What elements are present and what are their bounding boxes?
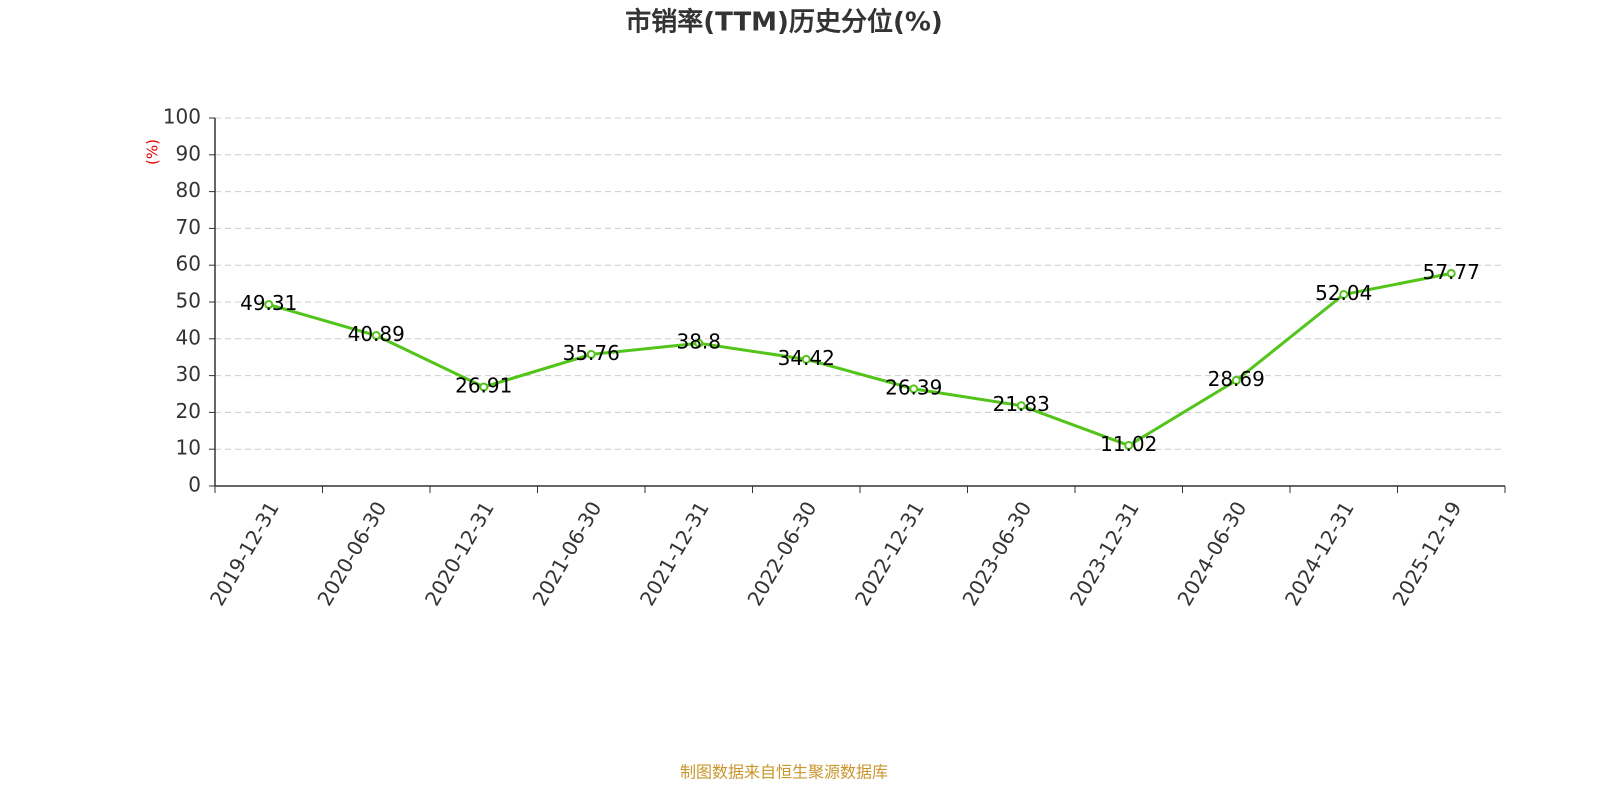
x-tick-label: 2025-12-19 [1387,497,1466,610]
data-label: 26.39 [885,375,942,399]
data-label: 40.89 [348,322,405,346]
point [264,300,274,310]
y-tick-label: 30 [176,362,201,386]
point [1446,268,1456,278]
x-tick-label: 2020-06-30 [312,497,391,610]
y-tick-label: 90 [176,141,201,165]
y-tick-label: 40 [176,325,201,349]
x-tick-label: 2024-06-30 [1172,497,1251,610]
data-label: 21.83 [993,392,1050,416]
y-tick-label: 20 [176,399,201,423]
chart-title: 市销率(TTM)历史分位(%) [625,7,943,38]
data-label: 34.42 [778,346,835,370]
point [1016,401,1026,411]
point [371,331,381,341]
x-tick-label: 2021-06-30 [527,497,606,610]
x-tick-label: 2023-12-31 [1065,497,1144,610]
footer: 制图数据来自恒生聚源数据库 [680,763,888,782]
data-label: 38.8 [676,330,721,354]
x-tick-label: 2022-12-31 [850,497,929,610]
y-tick-label: 10 [176,436,201,460]
y-tick-label: 50 [176,289,201,313]
data-label: 26.91 [455,373,512,397]
y-tick-label: 80 [176,178,201,202]
x-tick-label: 2024-12-31 [1280,497,1359,610]
x-tick-label: 2020-12-31 [420,497,499,610]
x-tick-label: 2021-12-31 [635,497,714,610]
y-axis-label: (%) [144,139,162,165]
data-label: 35.76 [563,341,620,365]
x-tick-label: 2022-06-30 [742,497,821,610]
point [1124,440,1134,450]
point [801,354,811,364]
data-label: 52.04 [1315,281,1372,305]
line [268,271,1452,448]
data-label: 57.77 [1423,260,1480,284]
y-tick-label: 100 [163,105,201,129]
data-label: 28.69 [1208,367,1265,391]
x-tick-label: 2023-06-30 [957,497,1036,610]
point [1339,289,1349,299]
point [694,338,704,348]
y-tick-label: 70 [176,215,201,239]
x-tick-label: 2019-12-31 [205,497,284,610]
point [909,384,919,394]
data-label: 49.31 [240,291,297,315]
y-tick-label: 0 [188,473,201,497]
data-label: 11.02 [1100,432,1157,456]
y-tick-label: 60 [176,252,201,276]
point [586,349,596,359]
point [479,382,489,392]
point [1231,375,1241,385]
